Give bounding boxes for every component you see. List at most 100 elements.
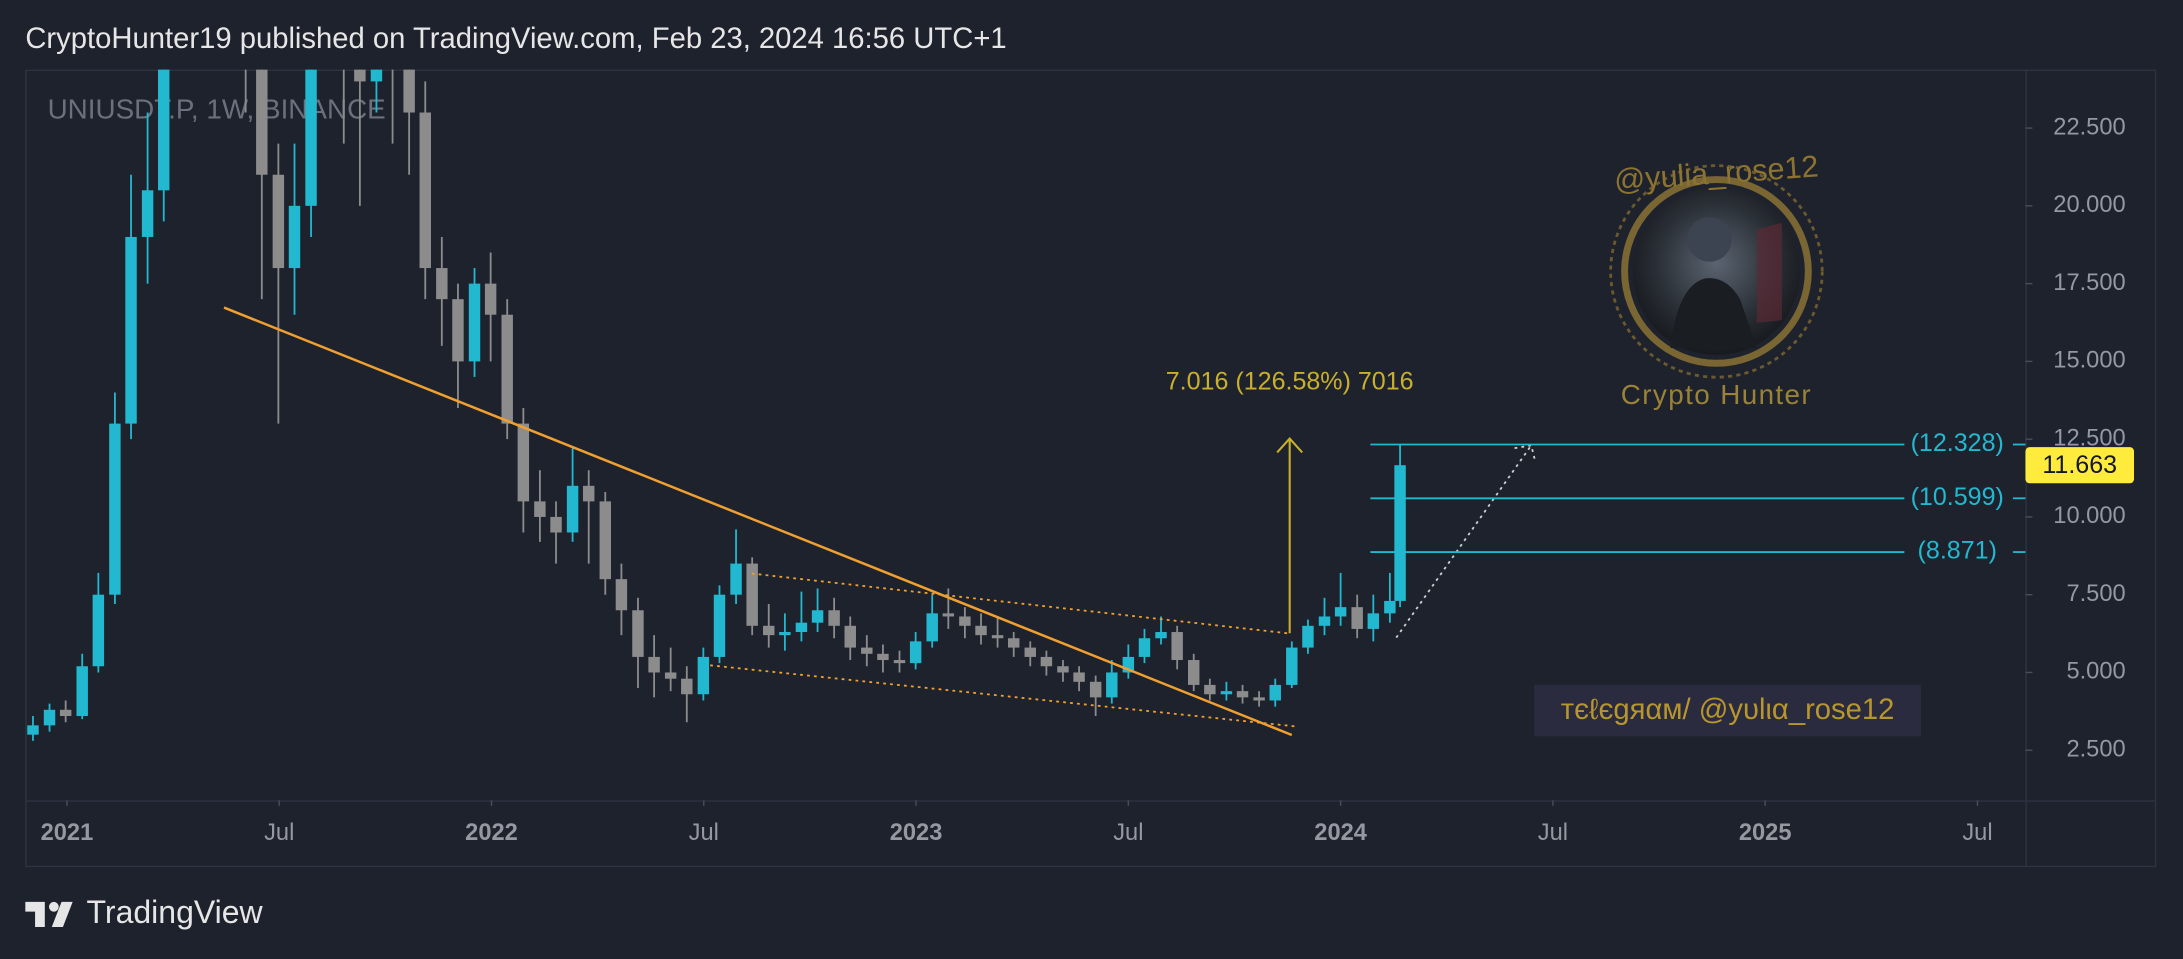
y-tick-label: 5.000 [2066, 659, 2125, 685]
candle-body [76, 666, 88, 717]
candle-body [452, 299, 464, 362]
y-tick-label: 15.000 [2053, 348, 2125, 374]
candle-body [1394, 465, 1406, 601]
y-tick-label: 20.000 [2053, 192, 2125, 218]
trendline [710, 664, 1298, 728]
trendline [1395, 444, 1532, 639]
candle-body [534, 501, 546, 517]
candle-body [1057, 666, 1069, 673]
candle-body [468, 283, 481, 362]
candle-body [1171, 632, 1183, 661]
candle-body [779, 632, 791, 636]
candle-body [1351, 607, 1363, 629]
overlay: 2.500 5.000 7.500 10.000 12.500 15.000 17.500 2… [41, 114, 2135, 846]
candle-body [926, 613, 938, 642]
candle-body [632, 610, 644, 657]
candle-body [599, 501, 612, 580]
candle-body [1024, 647, 1036, 657]
candle-body [1384, 600, 1396, 614]
candle-body [288, 205, 301, 269]
candle-body [43, 709, 56, 726]
candle-body [1253, 697, 1265, 701]
candle-body [1089, 681, 1102, 698]
y-tick-label: 22.500 [2053, 114, 2125, 140]
chart-panel [25, 69, 2157, 868]
x-tick-label: Jul [1962, 820, 1992, 846]
x-tick-label: Jul [1113, 820, 1143, 846]
candle-body [811, 610, 824, 623]
candle-body [1204, 684, 1216, 695]
candle-body [419, 112, 431, 269]
x-tick-label: 2025 [1739, 820, 1792, 846]
candle-body [1269, 684, 1281, 701]
candle-body [697, 656, 710, 695]
candle-body [681, 678, 693, 695]
candle-body [1138, 638, 1151, 657]
candle-body [746, 563, 758, 626]
candle-body [436, 268, 448, 300]
candle-body [1106, 672, 1118, 698]
candle-body [1073, 672, 1085, 682]
candle-body [484, 283, 497, 315]
candle-body [158, 69, 170, 191]
candle-body [1334, 607, 1347, 617]
candle-body [403, 69, 415, 113]
y-tick-label: 10.000 [2053, 503, 2125, 529]
candle-body [256, 69, 268, 175]
candle-body [713, 594, 726, 657]
candle-body [583, 485, 595, 502]
candle-body [1040, 656, 1053, 667]
candle-body [664, 672, 677, 679]
candle-body [1318, 616, 1331, 626]
candle-body [1236, 691, 1249, 698]
level-label: (12.328) [1911, 429, 2004, 457]
candle-body [893, 660, 906, 664]
candle-body [991, 635, 1004, 639]
candle-body [795, 622, 808, 633]
x-tick-label: 2022 [465, 820, 518, 846]
measure-label: 7.016 (126.58%) 7016 [1166, 367, 1414, 395]
candle-body [566, 485, 579, 533]
candle-body [272, 174, 285, 269]
candle-body [27, 725, 39, 735]
x-tick-label: 2023 [890, 820, 943, 846]
last-price-label: 11.663 [2042, 451, 2117, 479]
candle-body [975, 625, 987, 636]
candle-body [550, 516, 562, 533]
candle-body [615, 579, 628, 611]
candle-body [1188, 660, 1200, 685]
candle-body [877, 653, 889, 661]
candle-body [909, 641, 922, 664]
trendline [223, 306, 1293, 737]
x-tick-label: Jul [689, 820, 719, 846]
brand-watermark: Crypto Hunter [1621, 379, 1812, 410]
y-tick-label: 17.500 [2053, 270, 2125, 296]
candle-body [501, 314, 513, 424]
header: CryptoHunter19 published on TradingView.… [25, 23, 1006, 55]
level-label: (8.871) [1918, 537, 1997, 565]
telegram-box [1534, 684, 1922, 737]
candle-body [125, 236, 137, 424]
projection-arrowhead [1514, 444, 1537, 463]
candle-body [1155, 632, 1167, 639]
candle-body [1122, 656, 1135, 673]
avatar [1609, 164, 1824, 379]
candle-body [648, 656, 660, 673]
candle-body [763, 625, 775, 636]
candle-body [141, 190, 154, 237]
candle-body [59, 709, 72, 717]
x-tick-label: 2024 [1314, 820, 1367, 846]
measure-arrowhead [1276, 436, 1303, 454]
tradingview-logo [25, 901, 73, 927]
x-tick-label: Jul [1538, 820, 1568, 846]
candle-body [1302, 625, 1314, 648]
y-tick-label: 2.500 [2066, 736, 2125, 762]
candle-body [1220, 691, 1233, 695]
candle-body [959, 616, 971, 626]
candle-body [517, 423, 530, 502]
plot-area [27, 69, 1537, 741]
candle-body [942, 613, 955, 617]
candle-body [730, 563, 742, 595]
